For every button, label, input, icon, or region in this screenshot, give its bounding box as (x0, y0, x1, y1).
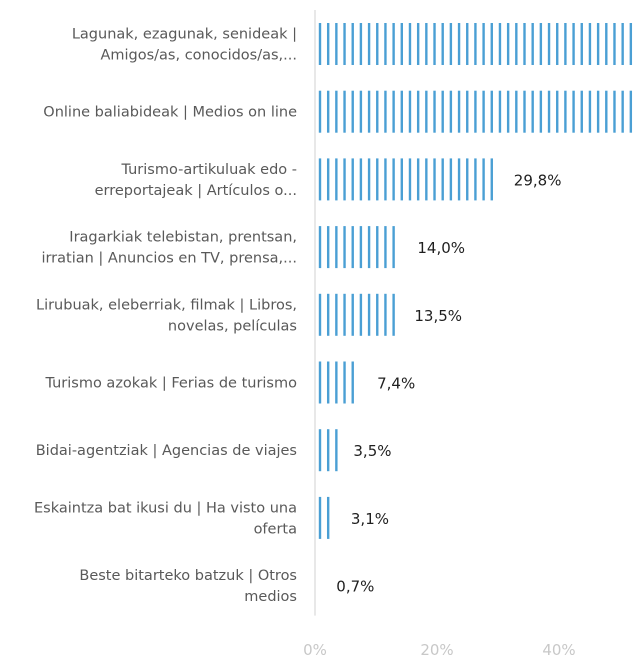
bar (318, 90, 633, 133)
bar (318, 496, 330, 539)
category-label: Turismo azokak | Ferias de turismo (44, 376, 297, 392)
value-label: 7,4% (377, 375, 415, 393)
x-tick-label: 20% (420, 641, 453, 659)
bar (318, 23, 633, 65)
value-label: 29,8% (514, 171, 562, 189)
bar (318, 158, 493, 201)
category-label: Turismo-artikuluak edo -erreportajeak | … (95, 162, 297, 199)
value-label: 13,5% (414, 307, 462, 325)
value-label: 3,1% (351, 510, 389, 528)
bar (318, 429, 338, 472)
category-label: Iragarkiak telebistan, prentsan, irratian… (41, 230, 297, 267)
category-label: Beste bitarteko batzuk | Otros medios (79, 568, 297, 605)
value-label: 3,5% (353, 442, 391, 460)
category-label: Eskaintza bat ikusi du | Ha visto una ofe… (34, 500, 297, 537)
value-label: 14,0% (417, 239, 465, 257)
category-label: Lagunak, ezagunak, senideak | Amigos/as, … (72, 27, 297, 64)
bar (318, 226, 395, 269)
value-label: 0,7% (336, 578, 374, 596)
category-label: Online baliabideak | Medios on line (43, 105, 297, 121)
x-tick-label: 40% (542, 641, 575, 659)
bar (318, 361, 354, 404)
category-label: Lirubuak, eleberriak, filmak | Libros, no… (36, 297, 297, 334)
bar (318, 293, 395, 336)
x-tick-label: 0% (303, 641, 327, 659)
category-label: Bidai-agentziak | Agencias de viajes (36, 443, 297, 459)
